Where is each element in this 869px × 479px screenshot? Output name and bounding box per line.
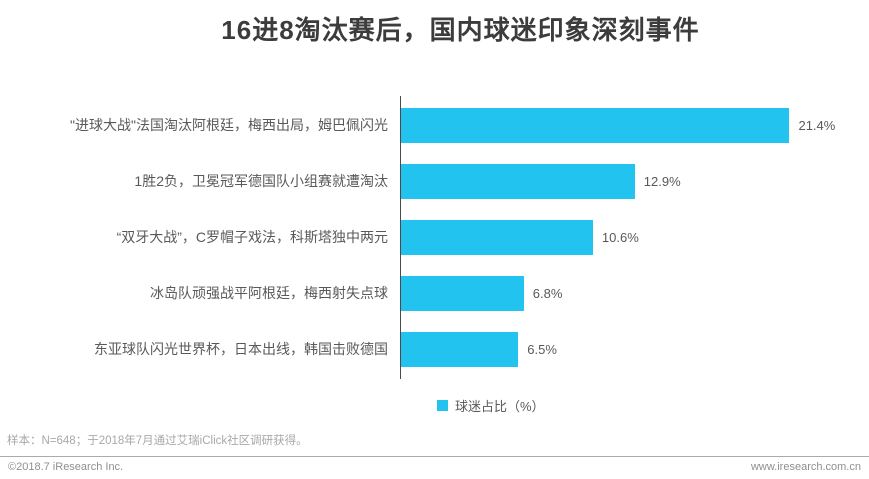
bar-chart: "进球大战"法国淘汰阿根廷，梅西出局，姆巴佩闪光 21.4% 1胜2负，卫冕冠军… <box>0 96 869 379</box>
value-label: 10.6% <box>601 229 639 245</box>
value-label: 12.9% <box>643 173 681 189</box>
bar-row: 1胜2负，卫冕冠军德国队小组赛就遭淘汰 12.9% <box>0 153 869 209</box>
legend-swatch <box>437 400 448 411</box>
category-label: “双牙大战”，C罗帽子戏法，科斯塔独中两元 <box>116 229 388 245</box>
bar <box>400 219 593 255</box>
bar-area: 6.5% <box>400 321 869 377</box>
category-label: "进球大战"法国淘汰阿根廷，梅西出局，姆巴佩闪光 <box>70 117 388 133</box>
bar-row: “双牙大战”，C罗帽子戏法，科斯塔独中两元 10.6% <box>0 209 869 265</box>
bar-area: 12.9% <box>400 153 869 209</box>
legend: 球迷占比（%） <box>437 396 869 415</box>
bar <box>400 107 790 143</box>
sample-note: 样本：N=648；于2018年7月通过艾瑞iClick社区调研获得。 <box>7 435 308 447</box>
bar-area: 21.4% <box>400 97 869 153</box>
bar-area: 10.6% <box>400 209 869 265</box>
bar-row: 东亚球队闪光世界杯，日本出线，韩国击败德国 6.5% <box>0 321 869 377</box>
bar-area: 6.8% <box>400 265 869 321</box>
bar-rows: "进球大战"法国淘汰阿根廷，梅西出局，姆巴佩闪光 21.4% 1胜2负，卫冕冠军… <box>0 97 869 377</box>
bar <box>400 275 524 311</box>
y-axis-line <box>400 96 401 379</box>
bar-row: 冰岛队顽强战平阿根廷，梅西射失点球 6.8% <box>0 265 869 321</box>
bar <box>400 331 519 367</box>
category-label: 冰岛队顽强战平阿根廷，梅西射失点球 <box>150 285 388 301</box>
category-label: 1胜2负，卫冕冠军德国队小组赛就遭淘汰 <box>134 173 388 189</box>
copyright-text: ©2018.7 iResearch Inc. <box>8 461 124 473</box>
bar <box>400 163 635 199</box>
category-label: 东亚球队闪光世界杯，日本出线，韩国击败德国 <box>94 341 388 357</box>
bar-row: "进球大战"法国淘汰阿根廷，梅西出局，姆巴佩闪光 21.4% <box>0 97 869 153</box>
legend-label: 球迷占比（%） <box>455 399 545 414</box>
chart-title: 16进8淘汰赛后，国内球迷印象深刻事件 <box>221 15 700 45</box>
value-label: 6.8% <box>532 285 563 301</box>
value-label: 6.5% <box>527 341 557 357</box>
value-label: 21.4% <box>798 117 836 133</box>
website-url: www.iresearch.com.cn <box>750 461 861 473</box>
footer-bar: ©2018.7 iResearch Inc. www.iresearch.com… <box>0 456 869 473</box>
